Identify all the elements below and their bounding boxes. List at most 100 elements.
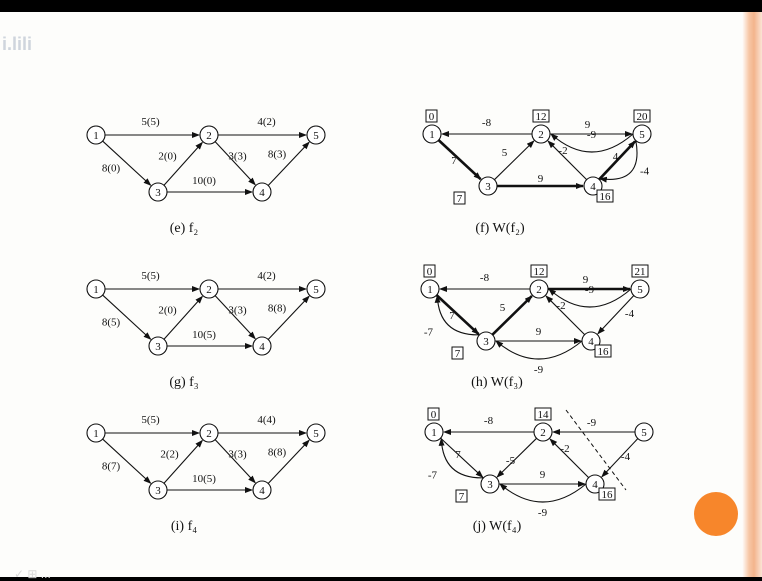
edge-label: 5 xyxy=(502,147,508,159)
edge-4-5 xyxy=(267,141,310,186)
node-3 xyxy=(480,474,500,494)
edge-1-3 xyxy=(102,140,152,186)
edge-label: 4(2) xyxy=(257,270,276,282)
distance-label: 7 xyxy=(457,193,463,205)
edge-2-4 xyxy=(214,141,256,186)
edge-label: 3(3) xyxy=(228,151,247,163)
node-1 xyxy=(424,422,444,442)
edge-label: -2 xyxy=(560,443,569,455)
edge-label: 7 xyxy=(451,155,457,167)
node-2 xyxy=(199,423,219,443)
node-5 xyxy=(632,124,652,144)
node-label: 3 xyxy=(155,187,161,199)
edge-4-2 xyxy=(547,140,588,181)
edge-label: 3(3) xyxy=(228,305,247,317)
edge-label: -4 xyxy=(625,308,635,320)
node-5 xyxy=(306,125,326,145)
edge-4-2 xyxy=(549,438,590,479)
edge-label: 3(3) xyxy=(228,449,247,461)
node-label: 4 xyxy=(590,181,596,193)
node-label: 5 xyxy=(313,284,319,296)
edge-label: -8 xyxy=(484,415,494,427)
edge-label: 5 xyxy=(500,302,506,314)
edge-3-1 xyxy=(438,437,484,479)
distance-label: 0 xyxy=(429,111,435,123)
edge-2-4 xyxy=(214,295,256,340)
edge-5-2 xyxy=(550,133,634,153)
edge-label: 4(4) xyxy=(257,414,276,426)
node-2 xyxy=(199,125,219,145)
node-4 xyxy=(252,336,272,356)
node-label: 2 xyxy=(206,130,212,142)
node-4 xyxy=(252,182,272,202)
edge-label: 8(8) xyxy=(268,303,287,315)
edge-5-4 xyxy=(597,295,635,335)
edge-3-2 xyxy=(491,295,533,336)
node-4 xyxy=(252,480,272,500)
node-label: 2 xyxy=(540,427,546,439)
orange-dot-icon[interactable] xyxy=(694,492,738,536)
node-label: 4 xyxy=(592,479,598,491)
node-3 xyxy=(148,336,168,356)
edge-label: 10(5) xyxy=(192,329,216,341)
distance-box xyxy=(532,109,550,123)
node-2 xyxy=(199,279,219,299)
edge-label: 8(7) xyxy=(102,461,121,473)
node-label: 5 xyxy=(313,130,319,142)
edge-4-5 xyxy=(267,295,310,340)
distance-label: 7 xyxy=(459,491,465,503)
edge-3-2 xyxy=(163,141,203,186)
edge-4-3 xyxy=(499,483,587,503)
distance-box xyxy=(596,189,614,203)
edge-label: -8 xyxy=(482,117,492,129)
edge-label: 5(5) xyxy=(141,414,160,426)
edge-label: 2(0) xyxy=(158,305,177,317)
node-label: 5 xyxy=(641,427,647,439)
distance-label: 0 xyxy=(431,409,437,421)
edge-3-2 xyxy=(163,439,203,484)
cut-line xyxy=(565,409,627,491)
node-5 xyxy=(306,279,326,299)
edge-label: 8(8) xyxy=(268,447,287,459)
node-5 xyxy=(630,279,650,299)
node-1 xyxy=(86,125,106,145)
edge-label: 10(0) xyxy=(192,175,216,187)
distance-label: 16 xyxy=(598,346,610,358)
edge-label: 9 xyxy=(540,469,546,481)
distance-box xyxy=(423,264,436,278)
node-label: 5 xyxy=(637,284,643,296)
node-label: 1 xyxy=(431,427,437,439)
edge-label: -2 xyxy=(556,300,565,312)
edge-label: 9 xyxy=(585,119,591,131)
node-5 xyxy=(306,423,326,443)
distance-box xyxy=(534,407,552,421)
node-label: 2 xyxy=(536,284,542,296)
edge-label: 8(3) xyxy=(268,149,287,161)
edge-label: 7 xyxy=(455,449,461,461)
edge-1-3 xyxy=(440,437,484,478)
edge-5-4 xyxy=(598,140,638,183)
distance-label: 16 xyxy=(602,489,614,501)
node-label: 1 xyxy=(427,284,433,296)
node-label: 4 xyxy=(588,336,594,348)
node-2 xyxy=(533,422,553,442)
node-1 xyxy=(422,124,442,144)
edge-label: -9 xyxy=(587,129,597,141)
node-label: 3 xyxy=(483,336,489,348)
node-label: 1 xyxy=(93,130,99,142)
panel-g: 5(5) 8(5) 2(0) 3(3) 10(5) 4(2) 8(8) 1 2 3 4 5 (g) f₃ xyxy=(86,270,326,390)
node-label: 1 xyxy=(93,428,99,440)
node-label: 4 xyxy=(259,341,265,353)
panel-caption: (h) W(f₃) xyxy=(471,375,523,390)
distance-label: 12 xyxy=(534,266,545,278)
panel-j: -8 7 -7 -5 -2 9 -9 -9 -4 1 2 3 4 5 0 14 7 16 (j) W(f₄) xyxy=(424,407,654,534)
edge-5-4 xyxy=(601,438,639,478)
edge-1-3 xyxy=(102,294,152,340)
distance-box xyxy=(453,191,466,205)
panel-caption: (i) f₄ xyxy=(171,519,197,534)
edge-4-5 xyxy=(267,439,310,484)
edge-label: 2(0) xyxy=(158,151,177,163)
